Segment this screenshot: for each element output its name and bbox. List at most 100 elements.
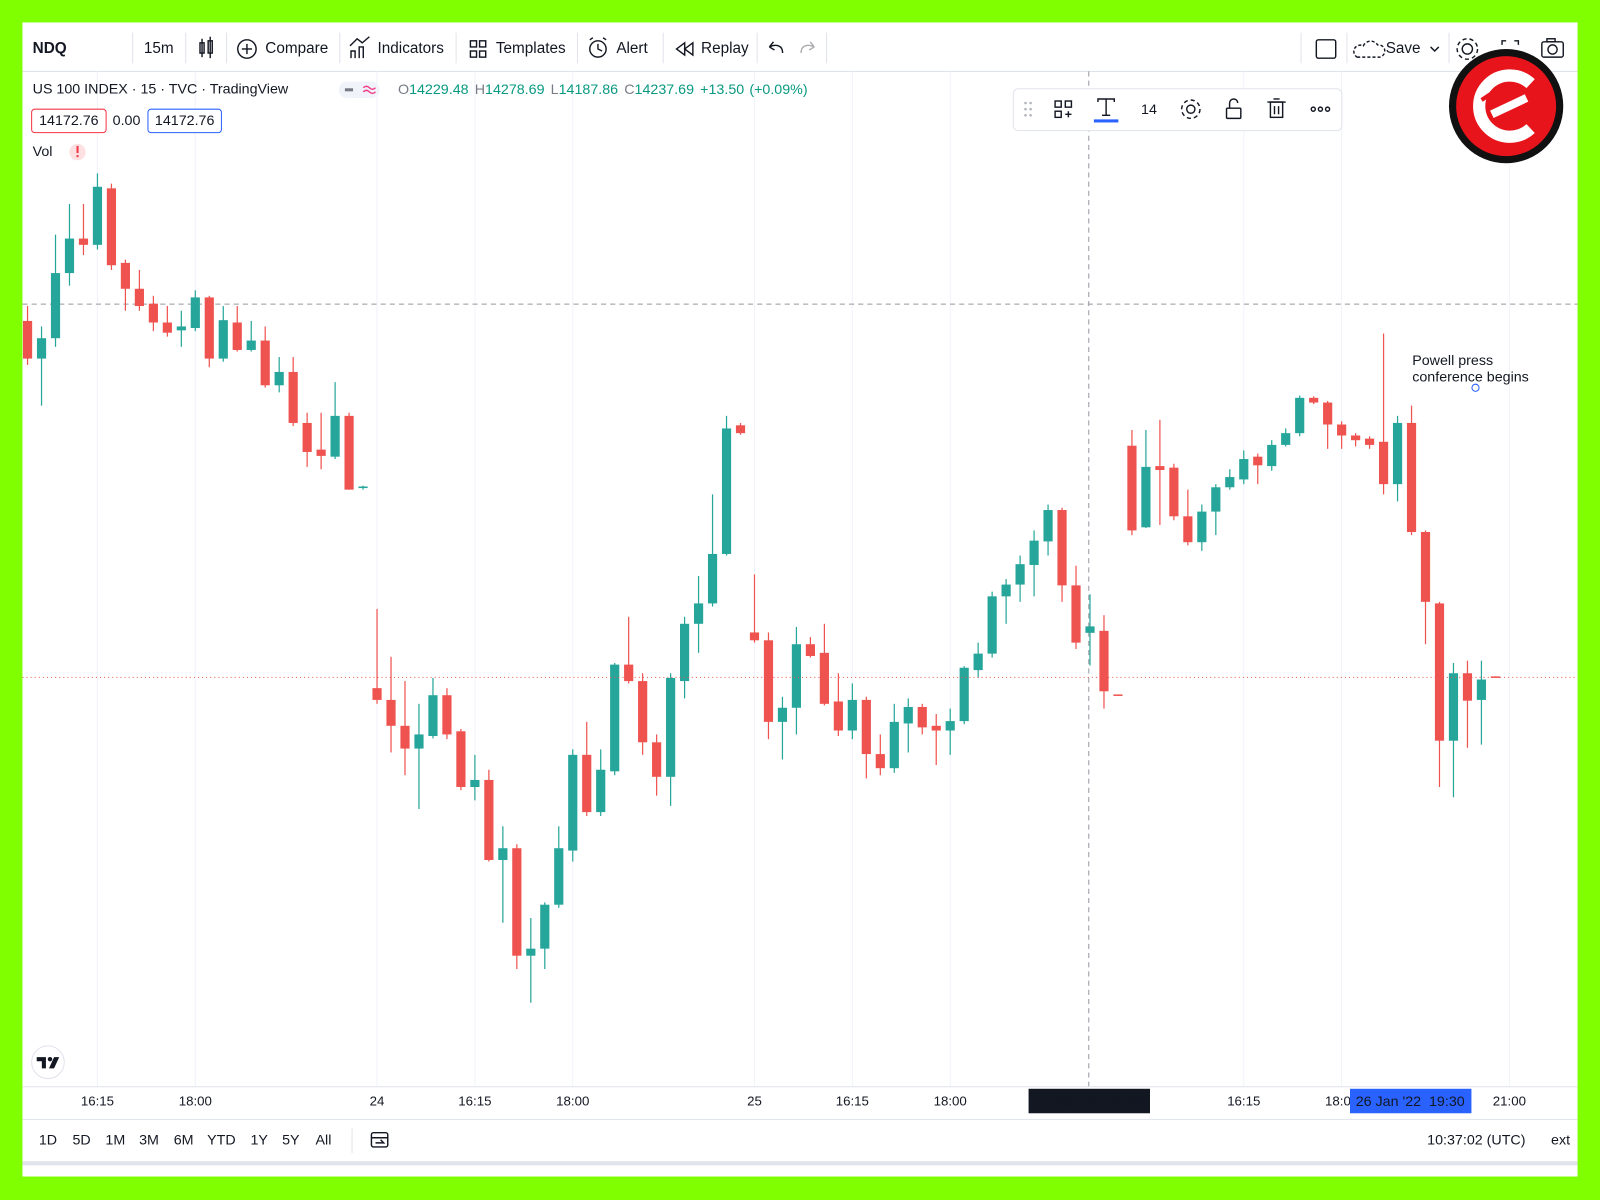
candle-body (917, 706, 927, 728)
range-button[interactable]: 5D (73, 1133, 91, 1149)
sell-box[interactable] (31, 108, 107, 134)
warning-dot (76, 155, 79, 158)
templates-button[interactable]: Templates (496, 40, 566, 57)
candle-body (680, 623, 690, 682)
font-size[interactable]: 14 (1141, 102, 1157, 118)
top-toolbar: NDQ 15m Compare Indicators Templates Ale… (22, 32, 1578, 72)
candle-body (316, 449, 326, 456)
replay-icon[interactable] (675, 41, 694, 57)
text-color-tool[interactable] (1097, 98, 1115, 117)
indicators-icon[interactable] (349, 36, 370, 59)
candle-body (1365, 438, 1375, 445)
candle-body (1113, 694, 1123, 696)
alert-button[interactable]: Alert (616, 40, 648, 57)
candle-body (1211, 487, 1221, 512)
ohlc-label: C (624, 82, 634, 98)
range-button[interactable]: 5Y (282, 1133, 300, 1149)
save-button[interactable]: Save (1386, 40, 1421, 57)
candle-body (931, 725, 941, 731)
drag-handle[interactable] (1024, 101, 1032, 117)
annotation-line[interactable]: conference begins (1412, 369, 1529, 385)
x-tick-label: 25 (747, 1094, 762, 1109)
x-tick-label: 21:00 (1493, 1094, 1526, 1109)
candle-body (64, 238, 75, 274)
candle-body (176, 326, 186, 331)
ohlc-close: 14237.69 (635, 82, 695, 98)
redo-icon[interactable] (800, 41, 815, 54)
ohlc-low: 14187.86 (559, 82, 619, 98)
candle-body (693, 603, 704, 624)
candle-body (372, 688, 382, 700)
screenshot-icon[interactable] (1541, 38, 1564, 58)
candle-body (721, 428, 732, 554)
delete-tool[interactable] (1267, 98, 1286, 119)
candle-body (526, 948, 536, 956)
sell-price[interactable]: 14172.76 (39, 113, 99, 129)
buy-box[interactable] (147, 108, 222, 134)
range-button[interactable]: 1D (39, 1133, 57, 1149)
alert-icon[interactable] (589, 37, 607, 58)
drawing-toolbar-box (1012, 88, 1343, 132)
settings-icon[interactable] (1456, 38, 1479, 60)
candle-body (1239, 459, 1249, 480)
candle-body (92, 186, 103, 245)
candle-body (246, 340, 256, 350)
ext-toggle[interactable]: ext (1551, 1133, 1570, 1149)
save-menu[interactable] (1430, 46, 1440, 53)
indicators-button[interactable]: Indicators (378, 40, 445, 57)
candle-body (554, 848, 564, 905)
annotation-line[interactable]: Powell press (1412, 353, 1493, 369)
range-button[interactable]: All (316, 1133, 332, 1149)
template-tool[interactable] (1054, 100, 1073, 119)
buy-price[interactable]: 14172.76 (155, 113, 215, 129)
x-tick-label: 18:00 (934, 1094, 967, 1109)
candle-body (1392, 422, 1403, 485)
replay-button[interactable]: Replay (701, 40, 749, 57)
x-tick-label: 24 (370, 1094, 385, 1109)
compare-button[interactable]: Compare (265, 40, 328, 57)
candle-body (260, 340, 270, 386)
candle-body (707, 553, 718, 604)
annotation-anchor[interactable] (1471, 383, 1480, 392)
candle-body (596, 769, 606, 813)
candle-body (400, 725, 410, 749)
selected-time: 26 Jan '22 19:30 (1356, 1094, 1465, 1110)
candle-body (1323, 402, 1333, 425)
clock: 10:37:02 (UTC) (1427, 1133, 1525, 1149)
range-button[interactable]: 3M (139, 1133, 159, 1149)
crosshair-time: 25 Jan '22 20:30 (1034, 1094, 1143, 1110)
chart-type-icon[interactable] (199, 36, 213, 59)
range-button[interactable]: 1Y (250, 1133, 268, 1149)
candle-body (624, 664, 634, 682)
candle-body (1169, 467, 1179, 517)
candle-body (232, 322, 242, 350)
compare-icon[interactable] (237, 39, 257, 59)
interval[interactable]: 15m (144, 40, 174, 57)
legend-title: US 100 INDEX · 15 · TVC · TradingView (33, 82, 289, 98)
warning-mark (76, 145, 79, 154)
templates-icon[interactable] (469, 40, 487, 58)
goto-date[interactable] (370, 1131, 389, 1148)
layout-button[interactable] (1315, 39, 1337, 59)
lock-tool[interactable] (1225, 98, 1242, 120)
text-color-swatch (1093, 119, 1119, 123)
candle-body (484, 779, 494, 860)
symbol[interactable]: NDQ (33, 40, 67, 57)
candle-body (791, 644, 802, 708)
x-tick-label: 18:00 (1325, 1094, 1358, 1109)
candle-body (1085, 626, 1095, 633)
candle-body (945, 721, 955, 731)
more-tool[interactable] (1310, 106, 1331, 112)
candle-body (638, 681, 648, 743)
candle-body (1420, 532, 1431, 602)
time-axis: 16:15 18:00 24 16:15 18:00 25 16:15 18:00 16:15 1… (81, 1094, 1526, 1109)
range-button[interactable]: 1M (105, 1133, 125, 1149)
candle-body (540, 904, 550, 949)
range-button[interactable]: 6M (174, 1133, 194, 1149)
drawing-settings[interactable] (1180, 99, 1201, 120)
range-button[interactable]: YTD (207, 1133, 236, 1149)
candle-body (1351, 435, 1361, 441)
fullscreen-icon[interactable] (1501, 40, 1520, 45)
change-percent: (+0.09%) (749, 82, 807, 98)
undo-icon[interactable] (768, 41, 784, 54)
